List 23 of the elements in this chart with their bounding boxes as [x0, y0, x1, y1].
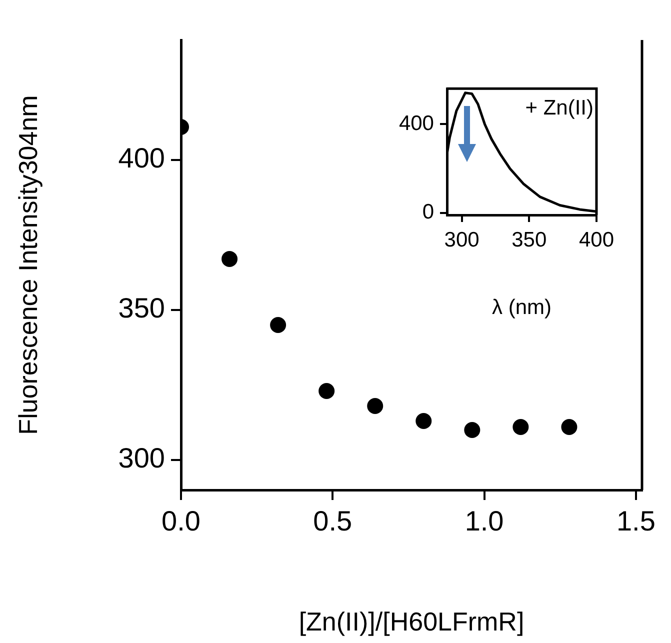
point: [270, 317, 286, 333]
x-tick-label: 1.5: [616, 506, 656, 537]
x-tick-label: 400: [578, 228, 614, 252]
x-tick-label: 300: [444, 228, 480, 252]
point: [416, 413, 432, 429]
x-tick-label: 350: [512, 228, 547, 252]
y-tick-label: 400: [118, 142, 165, 174]
point: [464, 422, 480, 438]
point: [222, 251, 238, 267]
y-tick-label: 0: [422, 200, 434, 224]
x-tick-label: 0.5: [313, 506, 352, 537]
y-tick-label: 350: [118, 292, 165, 324]
x-tick-label: 1.0: [464, 506, 504, 537]
x-tick-label: 0.0: [162, 506, 200, 537]
y-tick-label: 300: [118, 442, 165, 474]
point: [367, 398, 384, 414]
point: [512, 419, 529, 435]
x-axis-title: [Zn(II)]/[H60LFrmR]: [298, 606, 524, 637]
y-axis-title: Fluorescence Intensity304nm: [12, 95, 43, 435]
x-axis-title: λ (nm): [492, 296, 552, 320]
point: [561, 419, 578, 435]
annotation: + Zn(II): [525, 96, 594, 120]
point: [318, 383, 335, 399]
